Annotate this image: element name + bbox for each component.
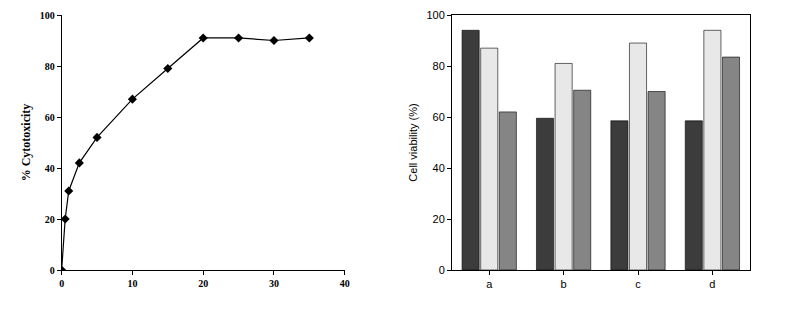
svg-text:c: c xyxy=(635,278,641,290)
svg-text:20: 20 xyxy=(433,213,445,225)
svg-text:100: 100 xyxy=(426,9,444,21)
svg-text:10: 10 xyxy=(127,278,137,289)
svg-text:80: 80 xyxy=(433,60,445,72)
svg-text:40: 40 xyxy=(45,163,55,174)
svg-text:b: b xyxy=(561,278,567,290)
svg-text:40: 40 xyxy=(340,278,350,289)
svg-text:40: 40 xyxy=(433,162,445,174)
svg-text:100: 100 xyxy=(40,10,55,21)
svg-text:a: a xyxy=(486,278,493,290)
svg-text:Cell viability (%): Cell viability (%) xyxy=(407,103,419,181)
svg-text:20: 20 xyxy=(198,278,208,289)
svg-text:% Cytotoxicity: % Cytotoxicity xyxy=(19,104,33,182)
svg-text:0: 0 xyxy=(439,264,445,276)
svg-text:60: 60 xyxy=(433,111,445,123)
svg-text:60: 60 xyxy=(45,112,55,123)
svg-text:0: 0 xyxy=(50,265,55,276)
svg-text:80: 80 xyxy=(45,61,55,72)
svg-text:d: d xyxy=(709,278,715,290)
svg-text:30: 30 xyxy=(269,278,279,289)
svg-text:0: 0 xyxy=(59,278,64,289)
svg-text:20: 20 xyxy=(45,214,55,225)
